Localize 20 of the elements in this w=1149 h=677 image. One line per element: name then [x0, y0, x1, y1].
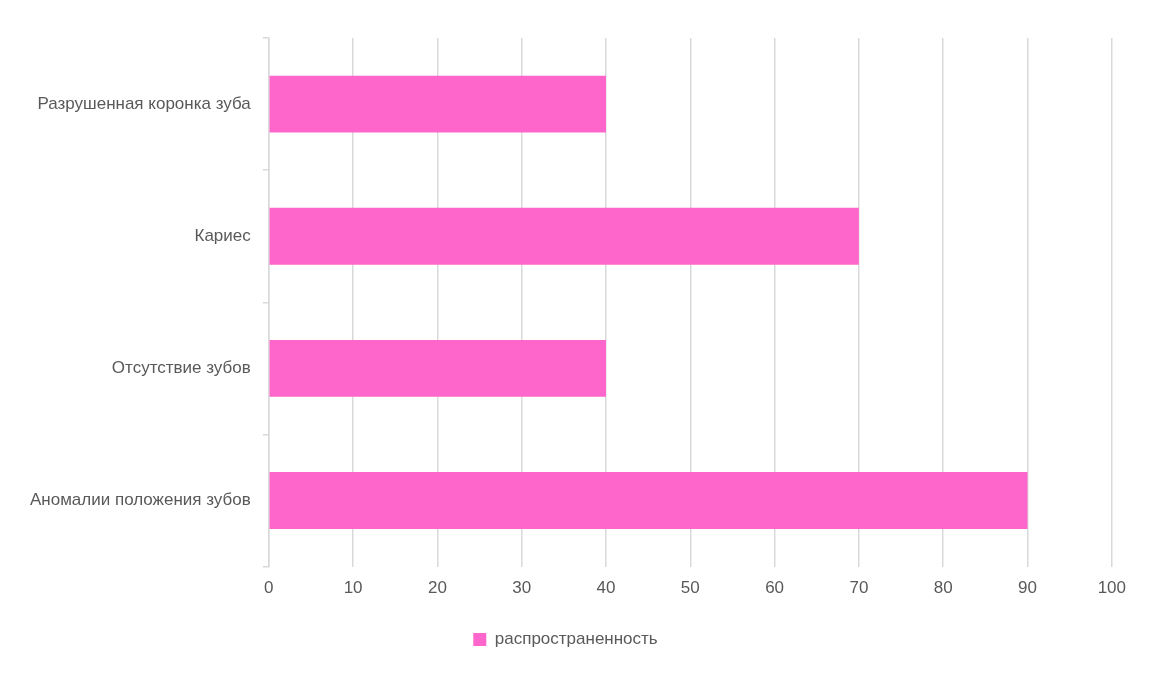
x-tick-label: 0	[264, 578, 274, 598]
x-tick-label: 70	[849, 578, 869, 598]
legend-label: распространенность	[494, 629, 658, 649]
y-tick-label: Отсутствие зубов	[111, 358, 251, 378]
bar	[269, 339, 606, 397]
x-tick-label: 80	[933, 578, 953, 598]
x-tick-label: 10	[343, 578, 363, 598]
x-tick-label: 60	[765, 578, 785, 598]
x-tick-label: 100	[1097, 578, 1127, 598]
x-tick-label: 40	[596, 578, 616, 598]
y-tick-label: Аномалии положения зубов	[29, 490, 251, 510]
y-tick-label: Кариес	[194, 225, 252, 245]
bar	[269, 472, 1028, 529]
x-tick-label: 20	[427, 578, 447, 598]
x-tick-label: 30	[512, 578, 532, 598]
x-tick-label: 50	[680, 578, 700, 598]
y-tick-label: Разрушенная коронка зуба	[37, 93, 252, 113]
x-tick-label: 90	[1018, 578, 1037, 598]
bar	[269, 207, 859, 265]
bar	[269, 75, 606, 133]
